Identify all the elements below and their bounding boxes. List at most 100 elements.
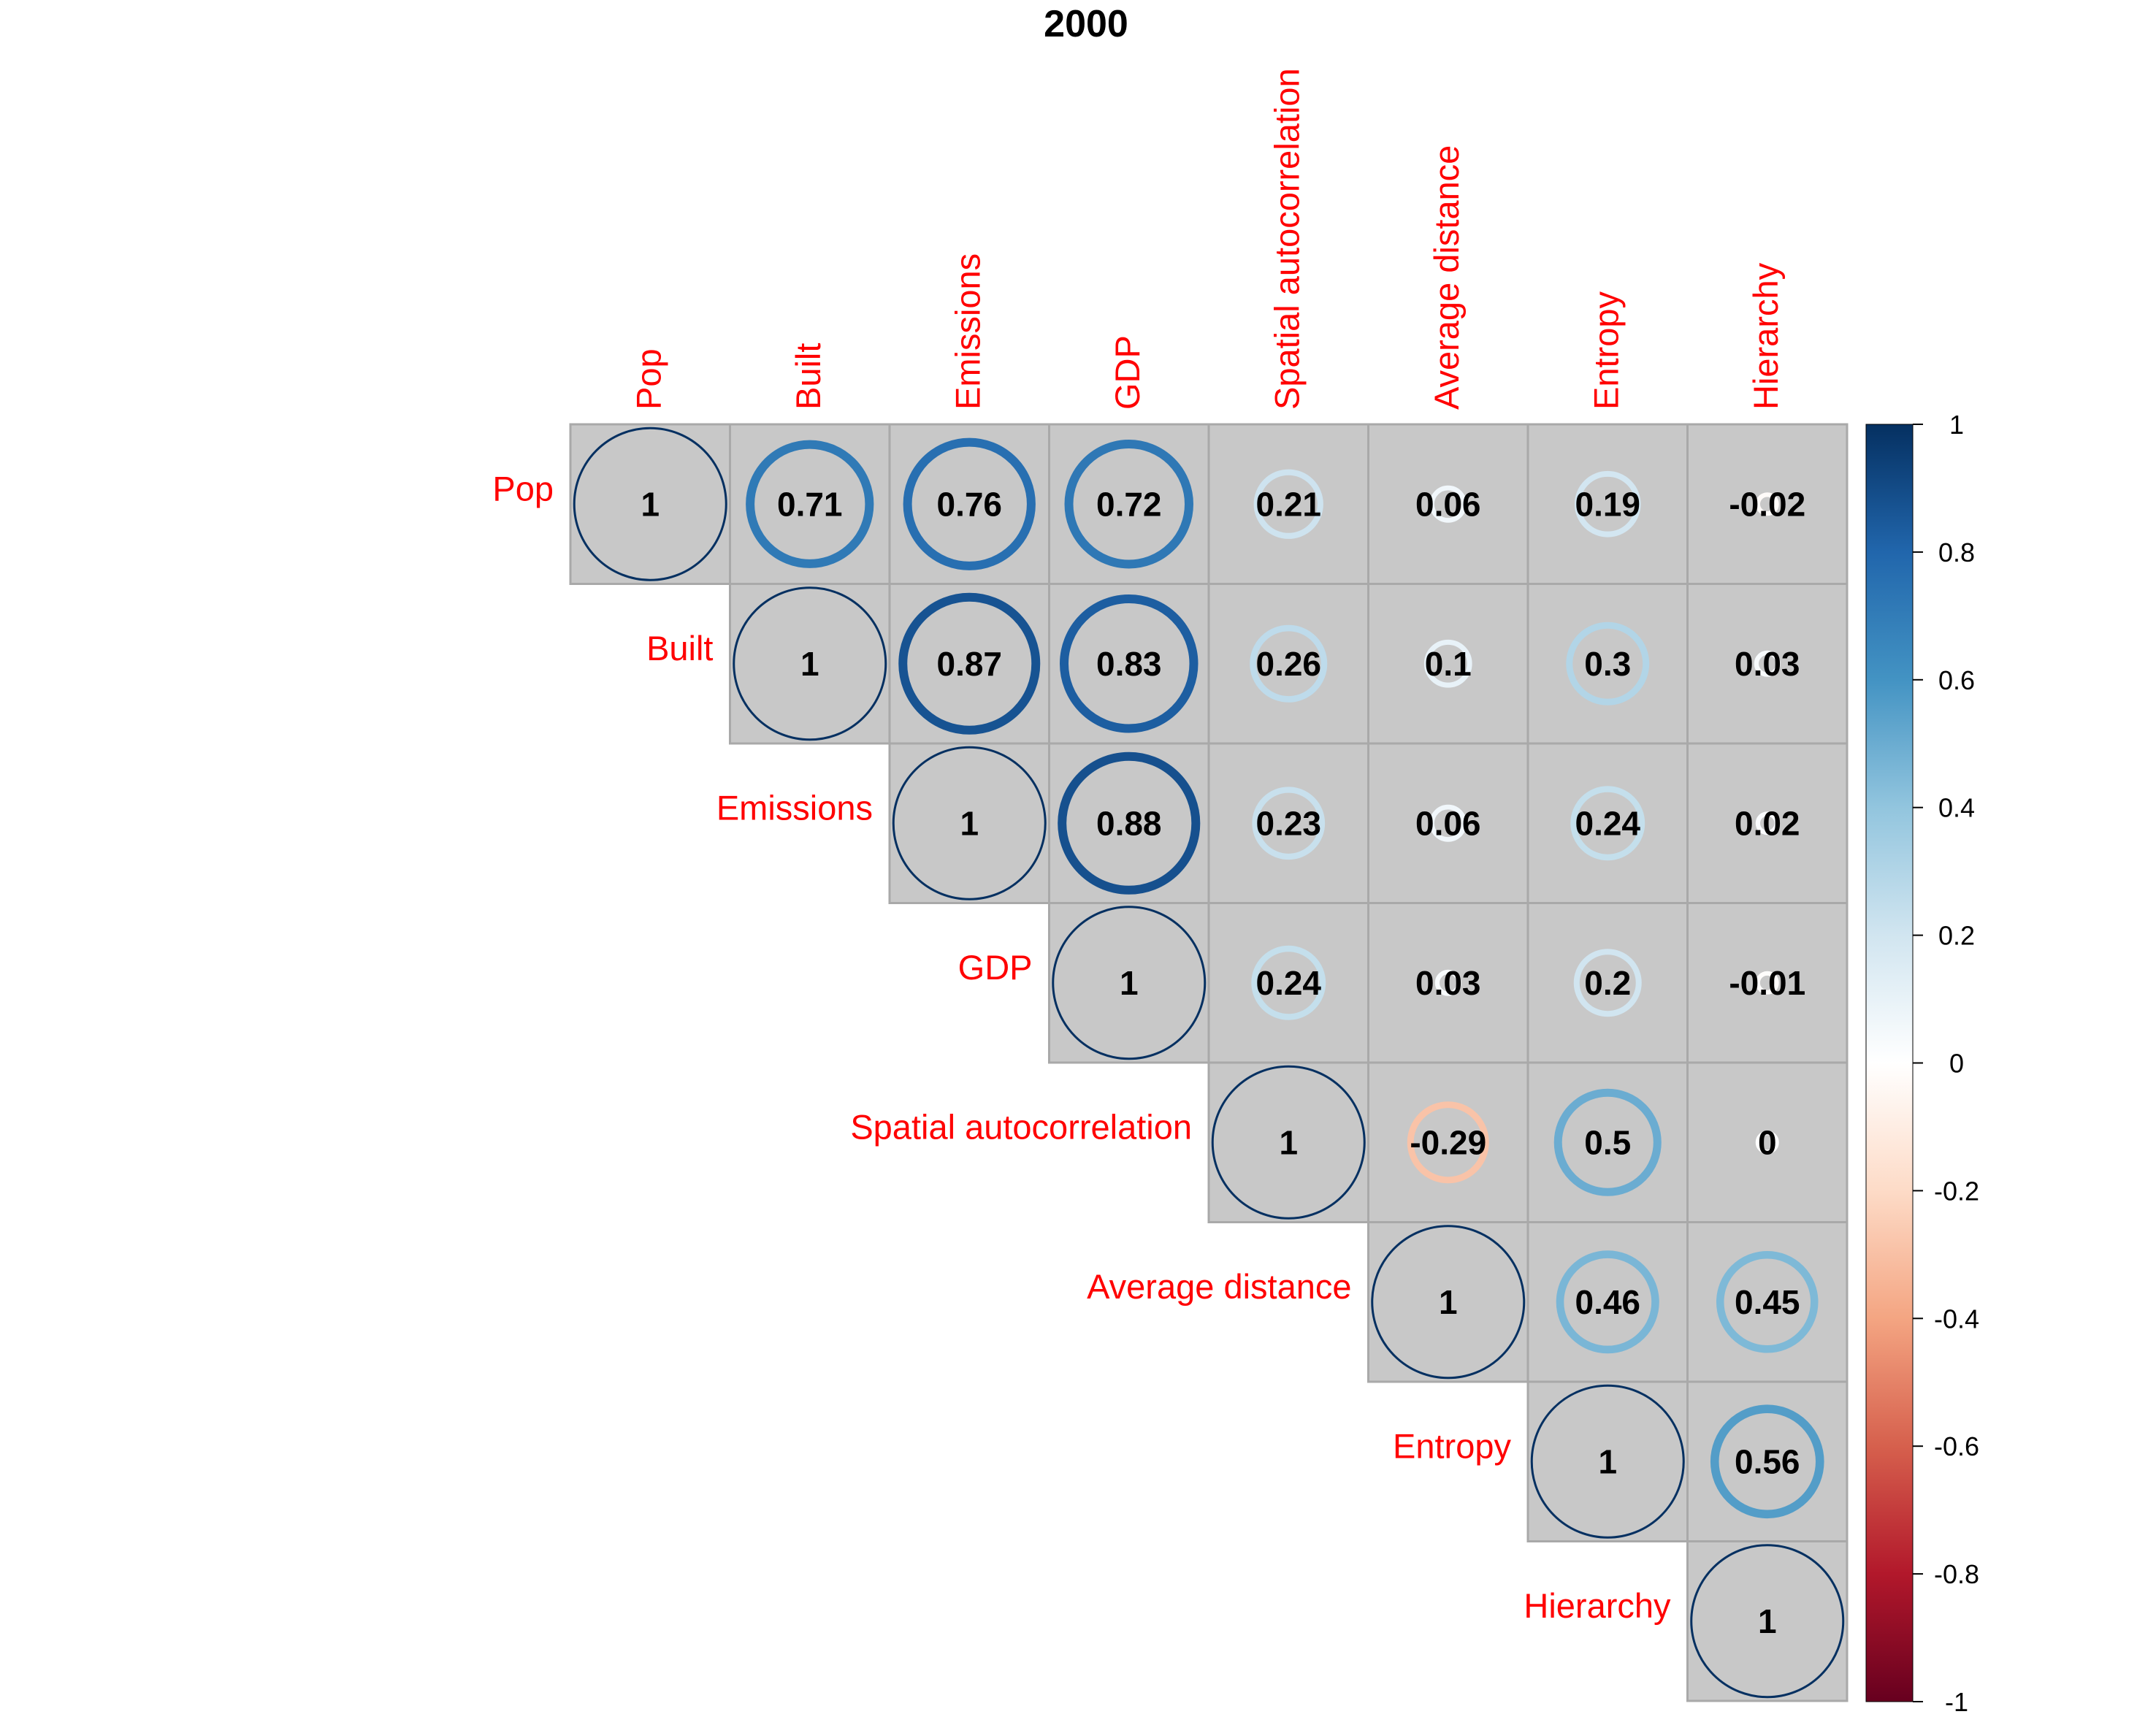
cell-pop-average-distance xyxy=(1367,423,1529,585)
chart-title: 2000 xyxy=(1044,3,1128,45)
corr-value-entropy-hierarchy: 0.56 xyxy=(1735,1442,1800,1480)
corr-value-emissions-average-distance: 0.06 xyxy=(1415,804,1481,842)
corr-circle-built-spatial-autocorrelation xyxy=(1250,624,1328,703)
corr-value-gdp-average-distance: 0.03 xyxy=(1415,964,1481,1002)
corr-circle-built-gdp xyxy=(1060,594,1199,733)
corr-value-spatial-autocorrelation-entropy: 0.5 xyxy=(1584,1123,1631,1161)
row-label-hierarchy: Hierarchy xyxy=(1524,1586,1671,1625)
corr-circle-emissions-spatial-autocorrelation xyxy=(1252,787,1326,860)
corr-circle-pop-hierarchy xyxy=(1755,492,1779,516)
corr-value-built-spatial-autocorrelation: 0.26 xyxy=(1255,645,1321,683)
diagonal-circle-spatial-autocorrelation xyxy=(1211,1065,1366,1220)
colorbar-tick-label: -1 xyxy=(1945,1687,1968,1717)
col-label-spatial-autocorrelation: Spatial autocorrelation xyxy=(1267,68,1306,410)
cell-gdp-entropy xyxy=(1526,902,1689,1064)
corr-circle-pop-entropy xyxy=(1574,470,1641,538)
cell-built-average-distance xyxy=(1367,583,1529,745)
colorbar-tick-label: -0.6 xyxy=(1934,1431,1979,1461)
corr-circle-gdp-average-distance xyxy=(1434,969,1461,996)
matrix-cells: 1 0.71 0.76 0.72 0.21 0.06 0.19 -0.02 1 0.87 0.83 0… xyxy=(569,423,1849,1702)
corr-value-pop-built: 0.71 xyxy=(777,485,843,523)
corr-circle-entropy-hierarchy xyxy=(1710,1404,1824,1519)
corr-circle-spatial-autocorrelation-entropy xyxy=(1553,1088,1662,1196)
corr-value-average-distance-entropy: 0.46 xyxy=(1575,1283,1640,1321)
diagonal-circle-average-distance xyxy=(1371,1225,1526,1380)
corr-circle-gdp-spatial-autocorrelation xyxy=(1251,945,1326,1020)
corr-circle-spatial-autocorrelation-hierarchy xyxy=(1755,1131,1779,1155)
corr-circle-emissions-entropy xyxy=(1570,786,1645,861)
cell-emissions-hierarchy xyxy=(1686,742,1849,904)
corr-circle-emissions-hierarchy xyxy=(1755,811,1779,835)
col-label-built: Built xyxy=(789,343,827,410)
corr-value-pop-entropy: 0.19 xyxy=(1575,485,1640,523)
colorbar-tick-label: 0 xyxy=(1949,1049,1964,1079)
corr-value-pop-emissions: 0.76 xyxy=(936,485,1002,523)
row-label-entropy: Entropy xyxy=(1393,1426,1511,1465)
corr-value-average-distance-average-distance: 1 xyxy=(1439,1283,1458,1321)
cell-gdp-spatial-autocorrelation xyxy=(1207,902,1369,1064)
row-label-spatial-autocorrelation: Spatial autocorrelation xyxy=(850,1107,1192,1146)
corr-circle-built-emissions xyxy=(898,592,1041,735)
corr-value-pop-spatial-autocorrelation: 0.21 xyxy=(1255,485,1321,523)
diagonal-circle-built xyxy=(733,586,887,741)
row-label-emissions: Emissions xyxy=(716,788,873,827)
corr-circle-gdp-hierarchy xyxy=(1755,971,1779,995)
corr-value-built-built: 1 xyxy=(800,645,819,683)
corr-value-pop-hierarchy: -0.02 xyxy=(1729,485,1805,523)
corr-circle-emissions-average-distance xyxy=(1429,804,1467,842)
corr-circle-pop-emissions xyxy=(903,437,1036,570)
cell-pop-built xyxy=(729,423,891,585)
col-label-gdp: GDP xyxy=(1108,335,1147,410)
corr-circle-pop-average-distance xyxy=(1429,485,1467,523)
corr-value-gdp-hierarchy: -0.01 xyxy=(1729,964,1805,1002)
corr-circle-pop-spatial-autocorrelation xyxy=(1253,469,1323,539)
corr-value-built-average-distance: 0.1 xyxy=(1425,645,1472,683)
cell-emissions-average-distance xyxy=(1367,742,1529,904)
corr-value-gdp-gdp: 1 xyxy=(1120,964,1139,1002)
colorbar-tick-label: -0.8 xyxy=(1934,1559,1979,1589)
colorbar-tick-label: 0.2 xyxy=(1938,921,1975,951)
colorbar: 1 0.8 0.6 0.4 0.2 0 -0.2 -0.4 -0.6 -0.8 -1 xyxy=(1865,410,1979,1717)
corr-value-spatial-autocorrelation-hierarchy: 0 xyxy=(1758,1123,1777,1161)
col-label-average-distance: Average distance xyxy=(1427,145,1466,410)
diagonal-circle-pop xyxy=(573,427,727,581)
row-label-average-distance: Average distance xyxy=(1087,1267,1351,1306)
corr-value-emissions-emissions: 1 xyxy=(960,804,979,842)
cell-built-hierarchy xyxy=(1686,583,1849,745)
colorbar-gradient xyxy=(1865,424,1914,1702)
colorbar-tick-label: 0.8 xyxy=(1938,538,1975,567)
corr-value-emissions-gdp: 0.88 xyxy=(1096,804,1162,842)
corr-value-average-distance-hierarchy: 0.45 xyxy=(1735,1283,1800,1321)
cell-spatial-autocorrelation-average-distance xyxy=(1367,1061,1529,1223)
cell-built-entropy xyxy=(1526,583,1689,745)
corr-circle-built-average-distance xyxy=(1423,639,1472,688)
corr-value-hierarchy-hierarchy: 1 xyxy=(1758,1602,1777,1640)
cell-spatial-autocorrelation-hierarchy xyxy=(1686,1061,1849,1223)
corr-circle-pop-gdp xyxy=(1064,440,1193,569)
diagonal-circle-gdp xyxy=(1052,906,1207,1060)
corr-value-pop-gdp: 0.72 xyxy=(1096,485,1162,523)
corr-value-pop-average-distance: 0.06 xyxy=(1415,485,1481,523)
corr-value-pop-pop: 1 xyxy=(641,485,660,523)
diagonal-circle-entropy xyxy=(1530,1384,1685,1539)
corr-circle-emissions-gdp xyxy=(1058,751,1201,895)
corr-value-built-emissions: 0.87 xyxy=(936,645,1002,683)
cell-pop-gdp xyxy=(1048,423,1210,585)
cell-pop-emissions xyxy=(888,423,1050,585)
corr-circle-spatial-autocorrelation-average-distance xyxy=(1407,1101,1489,1184)
corr-value-emissions-entropy: 0.24 xyxy=(1575,804,1640,842)
cell-emissions-gdp xyxy=(1048,742,1210,904)
row-label-pop: Pop xyxy=(492,469,554,508)
cell-built-spatial-autocorrelation xyxy=(1207,583,1369,745)
cell-average-distance-hierarchy xyxy=(1686,1221,1849,1383)
cell-pop-spatial-autocorrelation xyxy=(1207,423,1369,585)
row-label-built: Built xyxy=(646,629,713,668)
cell-emissions-entropy xyxy=(1526,742,1689,904)
corr-value-built-gdp: 0.83 xyxy=(1096,645,1162,683)
corr-circle-gdp-entropy xyxy=(1573,949,1642,1017)
corr-circle-pop-built xyxy=(746,440,874,568)
colorbar-tick-label: 0.4 xyxy=(1938,793,1975,823)
cell-pop-hierarchy xyxy=(1686,423,1849,585)
corr-circle-built-hierarchy xyxy=(1754,650,1781,677)
